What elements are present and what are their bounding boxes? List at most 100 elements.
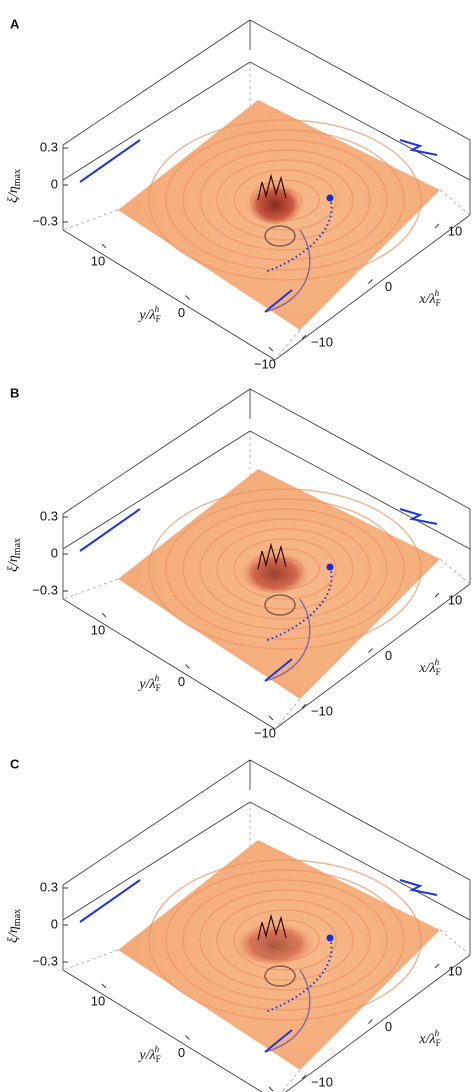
trajectory: [264, 566, 333, 642]
z-tick-label: −0.3: [32, 582, 58, 597]
trajectory-shadow: [264, 969, 311, 1053]
x-tick: [434, 223, 440, 229]
label-main: x/λ: [418, 1032, 435, 1047]
wave-ring: [148, 488, 422, 650]
label-sub: F: [156, 314, 161, 324]
label-sup: h: [435, 288, 440, 298]
label-sub: F: [436, 1038, 441, 1048]
y-tick-label: −10: [254, 725, 276, 740]
label-main: x/λ: [418, 292, 435, 307]
y-tick: [101, 983, 107, 989]
wave-ring: [148, 119, 422, 281]
y-tick: [185, 1035, 190, 1040]
projection-y: [79, 508, 141, 552]
z-tick-label: 0: [51, 916, 58, 931]
x-tick: [434, 592, 440, 598]
y-tick-label: 0: [178, 1045, 185, 1060]
z-tick-label: 0.3: [40, 139, 58, 154]
z-label-sub: max: [12, 538, 23, 555]
x-tick: [368, 279, 373, 284]
wave-ring: [233, 169, 337, 231]
x-tick: [301, 1074, 307, 1080]
label-sup: h: [435, 657, 440, 667]
wave-ring: [199, 149, 371, 251]
y-tick-label: 0: [178, 674, 185, 689]
z-tick-label: 0.3: [40, 879, 58, 894]
x-tick-label: 10: [448, 963, 462, 978]
x-tick-label: −10: [311, 703, 333, 718]
x-tick-label: 10: [448, 223, 462, 238]
z-tick-label: 0.3: [40, 508, 58, 523]
wave-ring: [165, 498, 405, 640]
y-tick: [268, 715, 274, 721]
x-tick: [368, 648, 373, 653]
wave-ring: [182, 139, 388, 261]
y-tick: [185, 295, 190, 300]
droplet: [326, 194, 334, 202]
wave-ring: [148, 859, 422, 1021]
z-tick-label: −0.3: [32, 953, 58, 968]
x-tick: [368, 1019, 373, 1024]
y-tick-label: 10: [91, 622, 105, 637]
label-sub: F: [156, 683, 161, 693]
x-axis-label: x/λFh: [418, 288, 440, 308]
label-sup: h: [435, 1028, 440, 1038]
projection-front: [264, 289, 293, 313]
x-tick-label: 0: [385, 1019, 392, 1034]
z-tick-label: 0: [51, 545, 58, 560]
label-sub: F: [156, 1054, 161, 1064]
wave-ring: [216, 528, 354, 610]
z-tick-label: −0.3: [32, 213, 58, 228]
trajectory: [264, 197, 333, 273]
x-tick-label: 0: [385, 279, 392, 294]
y-tick: [268, 346, 274, 352]
y-tick: [268, 1086, 274, 1092]
projection-x: [399, 139, 438, 156]
x-tick: [301, 703, 307, 709]
panel-label: B: [10, 385, 19, 400]
panel-label: C: [10, 756, 20, 771]
x-tick-label: 10: [448, 592, 462, 607]
z-axis-label: ξ/ηmax: [6, 909, 23, 943]
x-axis-label: x/λFh: [418, 657, 440, 677]
wave-peak: [239, 545, 311, 593]
label-main: y/λ: [137, 308, 155, 323]
wave-ring: [216, 159, 354, 241]
x-tick-label: −10: [311, 1074, 333, 1089]
z-label-main: ξ/η: [6, 555, 21, 572]
label-sup: h: [155, 673, 160, 683]
wave-ring: [165, 129, 405, 271]
wave-peak: [245, 176, 305, 224]
y-tick-label: 0: [178, 305, 185, 320]
projection-y: [79, 879, 141, 923]
label-sub: F: [436, 667, 441, 677]
wave-ring: [199, 518, 371, 620]
z-axis-label: ξ/ηmax: [6, 538, 23, 572]
x-tick: [434, 963, 440, 969]
label-sup: h: [155, 304, 160, 314]
wave-ring: [165, 869, 405, 1011]
y-axis-label: y/λFh: [137, 673, 160, 693]
panel-label: A: [10, 16, 20, 31]
orbit-shadow: [264, 225, 296, 247]
droplet: [326, 563, 334, 571]
y-tick: [185, 664, 190, 669]
x-tick-label: 0: [385, 648, 392, 663]
x-tick: [301, 334, 307, 340]
droplet: [326, 934, 334, 942]
wave-ring: [182, 879, 388, 1001]
z-label-sub: max: [12, 169, 23, 186]
label-sup: h: [155, 1044, 160, 1054]
y-tick: [101, 612, 107, 618]
y-tick-label: 10: [91, 993, 105, 1008]
z-tick-label: 0: [51, 176, 58, 191]
x-axis-label: x/λFh: [418, 1028, 440, 1048]
z-axis-label: ξ/ηmax: [6, 169, 23, 203]
projection-front: [264, 658, 293, 682]
peak-crest: [257, 913, 287, 941]
orbit-shadow: [264, 965, 296, 987]
label-main: x/λ: [418, 661, 435, 676]
trajectory: [264, 937, 333, 1013]
y-tick: [101, 243, 107, 249]
